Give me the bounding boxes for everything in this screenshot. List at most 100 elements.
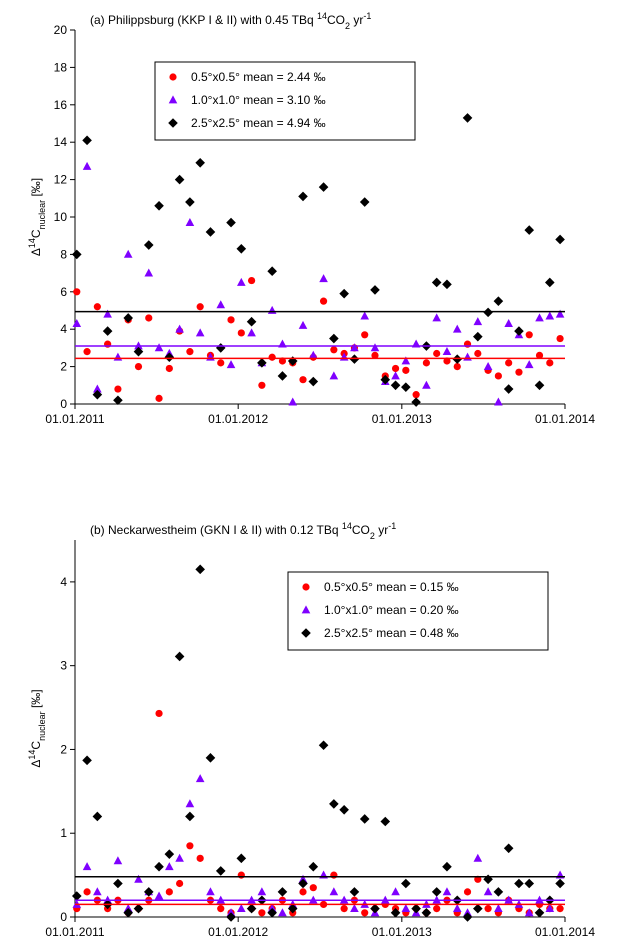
marker-triangle bbox=[329, 371, 339, 380]
marker-diamond bbox=[544, 277, 555, 288]
y-tick-label: 0 bbox=[60, 910, 67, 924]
marker-triangle bbox=[473, 317, 483, 326]
marker-circle bbox=[278, 357, 287, 365]
chart-title-part: 2 bbox=[345, 21, 350, 31]
marker-triangle bbox=[206, 887, 215, 896]
y-axis-label-part: nuclear bbox=[37, 711, 47, 741]
marker-circle bbox=[217, 905, 225, 913]
x-tick-label: 01.01.2012 bbox=[208, 925, 268, 939]
marker-diamond bbox=[349, 887, 360, 897]
marker-diamond bbox=[401, 382, 411, 392]
marker-diamond bbox=[185, 197, 195, 207]
marker-triangle bbox=[494, 904, 503, 913]
marker-diamond bbox=[411, 397, 421, 407]
marker-diamond bbox=[298, 191, 308, 202]
marker-diamond bbox=[287, 903, 298, 914]
marker-diamond bbox=[318, 182, 329, 192]
marker-diamond bbox=[164, 352, 175, 363]
marker-triangle bbox=[195, 774, 205, 783]
legend: 0.5°x0.5° mean = 2.44 ‰ 1.0°x1.0° mean = … bbox=[154, 61, 416, 141]
marker-triangle bbox=[483, 362, 493, 370]
marker-diamond bbox=[359, 814, 370, 824]
marker-triangle bbox=[329, 887, 339, 896]
marker-circle bbox=[412, 391, 420, 399]
marker-triangle bbox=[535, 313, 544, 322]
marker-diamond bbox=[143, 240, 154, 250]
marker-diamond bbox=[185, 811, 195, 822]
marker-triangle bbox=[257, 887, 267, 896]
marker-diamond bbox=[534, 908, 545, 918]
marker-triangle bbox=[195, 328, 205, 337]
marker-circle bbox=[556, 334, 564, 343]
marker-circle bbox=[145, 314, 153, 322]
y-tick-label: 3 bbox=[60, 659, 67, 673]
marker-triangle bbox=[473, 853, 483, 862]
y-tick-label: 4 bbox=[60, 322, 67, 336]
marker-circle bbox=[525, 331, 533, 339]
marker-circle bbox=[155, 394, 163, 402]
marker-diamond bbox=[329, 333, 339, 344]
x-tick-label: 01.01.2013 bbox=[372, 925, 432, 939]
chart-title-part: CO bbox=[327, 13, 345, 27]
marker-diamond bbox=[370, 903, 380, 914]
marker-circle bbox=[73, 288, 81, 296]
marker-diamond bbox=[359, 197, 370, 207]
legend: 0.5°x0.5° mean = 0.15 ‰ 1.0°x1.0° mean = … bbox=[287, 571, 549, 651]
marker-diamond bbox=[267, 266, 277, 277]
marker-diamond bbox=[71, 891, 82, 901]
marker-circle bbox=[443, 357, 451, 365]
marker-diamond bbox=[473, 903, 483, 914]
marker-diamond bbox=[380, 374, 391, 385]
y-tick-label: 1 bbox=[60, 826, 67, 840]
marker-triangle bbox=[298, 320, 308, 329]
marker-triangle bbox=[422, 380, 431, 389]
marker-triangle bbox=[350, 904, 359, 913]
marker-circle bbox=[361, 909, 369, 917]
marker-diamond bbox=[462, 912, 473, 922]
marker-triangle bbox=[237, 904, 246, 913]
marker-circle bbox=[165, 364, 173, 373]
marker-diamond bbox=[215, 866, 226, 876]
y-tick-label: 2 bbox=[60, 742, 67, 756]
marker-triangle bbox=[93, 887, 102, 896]
marker-diamond bbox=[390, 908, 401, 918]
marker-circle bbox=[217, 359, 225, 367]
marker-diamond bbox=[226, 217, 236, 228]
marker-circle bbox=[165, 888, 173, 896]
marker-triangle bbox=[185, 218, 195, 227]
marker-diamond bbox=[514, 878, 524, 889]
chart-title-part: -1 bbox=[388, 521, 396, 531]
marker-diamond bbox=[92, 811, 103, 822]
marker-triangle bbox=[401, 356, 411, 365]
y-axis-label: Δ14Cnuclear [‰] bbox=[27, 178, 47, 256]
marker-triangle bbox=[168, 95, 178, 104]
marker-triangle bbox=[123, 249, 133, 258]
y-axis-label-part: nuclear bbox=[37, 200, 47, 230]
marker-diamond bbox=[174, 651, 185, 662]
x-tick-label: 01.01.2013 bbox=[372, 412, 432, 426]
y-tick-label: 2 bbox=[60, 360, 67, 374]
legend-label: 2.5°x2.5° mean = 4.94 ‰ bbox=[191, 116, 326, 130]
chart-title: (b) Neckarwestheim (GKN I & II) with 0.1… bbox=[90, 521, 396, 541]
marker-diamond bbox=[555, 234, 565, 245]
marker-triangle bbox=[463, 352, 472, 361]
marker-circle bbox=[258, 381, 266, 389]
marker-diamond bbox=[133, 903, 144, 914]
marker-triangle bbox=[401, 904, 411, 913]
marker-circle bbox=[494, 372, 502, 380]
marker-triangle bbox=[360, 311, 370, 320]
marker-triangle bbox=[432, 313, 441, 322]
y-axis-label-part: 14 bbox=[27, 750, 37, 760]
marker-diamond bbox=[215, 343, 226, 353]
marker-circle bbox=[515, 368, 523, 376]
marker-triangle bbox=[113, 352, 123, 361]
marker-diamond bbox=[205, 227, 216, 237]
marker-diamond bbox=[370, 285, 380, 295]
marker-diamond bbox=[411, 903, 421, 914]
marker-diamond bbox=[421, 908, 432, 918]
marker-diamond bbox=[133, 346, 144, 357]
marker-diamond bbox=[164, 849, 175, 859]
y-tick-label: 6 bbox=[60, 285, 67, 299]
y-tick-label: 8 bbox=[60, 247, 67, 261]
marker-triangle bbox=[113, 856, 123, 865]
